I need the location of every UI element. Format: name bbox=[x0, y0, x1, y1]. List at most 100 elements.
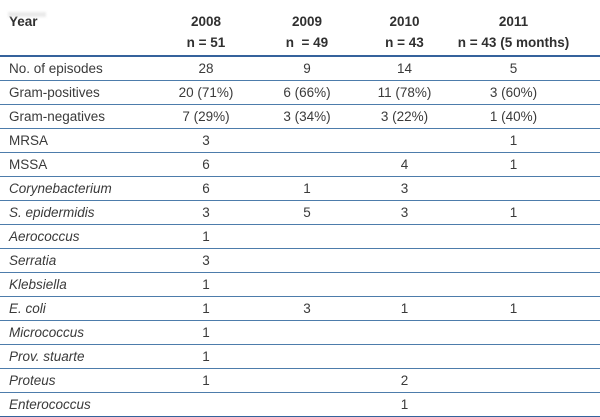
row-label: Corynebacterium bbox=[0, 176, 150, 201]
table-row: Gram-negatives 7 (29%) 3 (34%) 3 (22%) 1 (40… bbox=[0, 104, 600, 129]
value-cell: 6 bbox=[150, 176, 262, 201]
value-cell bbox=[352, 128, 457, 153]
column-header-2011: 2011 n = 43 (5 months) bbox=[457, 0, 600, 57]
table-row: Corynebacterium 6 1 3 bbox=[0, 176, 600, 201]
value-cell bbox=[457, 248, 600, 273]
value-cell bbox=[352, 248, 457, 273]
header-row: Year 2008 n = 51 2009 n = 49 2010 n = 43… bbox=[0, 0, 600, 57]
value-cell: 1 bbox=[457, 200, 600, 225]
value-cell bbox=[457, 224, 600, 249]
value-cell: 1 bbox=[150, 224, 262, 249]
value-cell bbox=[352, 320, 457, 345]
value-cell: 28 bbox=[150, 56, 262, 81]
value-cell bbox=[262, 344, 352, 369]
row-label: Proteus bbox=[0, 368, 150, 393]
value-cell bbox=[457, 272, 600, 297]
column-header-2008: 2008 n = 51 bbox=[150, 0, 262, 57]
row-label: Klebsiella bbox=[0, 272, 150, 297]
value-cell: 1 bbox=[150, 320, 262, 345]
value-cell bbox=[457, 176, 600, 201]
value-cell: 5 bbox=[262, 200, 352, 225]
table-row: MSSA 6 4 1 bbox=[0, 152, 600, 177]
year-2010-label: 2010 bbox=[389, 14, 420, 29]
n-2009-label: n = 49 bbox=[285, 35, 329, 50]
year-2008-label: 2008 bbox=[190, 14, 222, 29]
value-cell: 1 bbox=[150, 344, 262, 369]
value-cell bbox=[262, 368, 352, 393]
value-cell bbox=[457, 392, 600, 417]
value-cell bbox=[262, 320, 352, 345]
value-cell: 3 (22%) bbox=[352, 104, 457, 129]
value-cell: 3 bbox=[352, 200, 457, 225]
value-cell: 2 bbox=[352, 368, 457, 393]
table-body: No. of episodes 28 9 14 5 Gram-positives 20 (7… bbox=[0, 56, 600, 417]
value-cell: 3 (34%) bbox=[262, 104, 352, 129]
row-label: MSSA bbox=[0, 152, 150, 177]
column-header-2010: 2010 n = 43 bbox=[352, 0, 457, 57]
value-cell bbox=[262, 152, 352, 177]
row-label: S. epidermidis bbox=[0, 200, 150, 225]
value-cell bbox=[457, 344, 600, 369]
value-cell: 9 bbox=[262, 56, 352, 81]
value-cell: 6 bbox=[150, 152, 262, 177]
table-row: MRSA 3 1 bbox=[0, 128, 600, 153]
row-label: Gram-positives bbox=[0, 80, 150, 105]
value-cell: 6 (66%) bbox=[262, 80, 352, 105]
value-cell: 1 bbox=[150, 272, 262, 297]
value-cell: 4 bbox=[352, 152, 457, 177]
row-label: E. coli bbox=[0, 296, 150, 321]
value-cell bbox=[457, 320, 600, 345]
table-row: No. of episodes 28 9 14 5 bbox=[0, 56, 600, 81]
row-label: Aerococcus bbox=[0, 224, 150, 249]
table-row: Serratia 3 bbox=[0, 248, 600, 273]
year-2009-label: 2009 bbox=[291, 14, 323, 29]
value-cell: 3 bbox=[150, 248, 262, 273]
table-row: Micrococcus 1 bbox=[0, 320, 600, 345]
value-cell: 14 bbox=[352, 56, 457, 81]
value-cell: 5 bbox=[457, 56, 600, 81]
year-2011-label: 2011 bbox=[498, 14, 529, 29]
table-row: Aerococcus 1 bbox=[0, 224, 600, 249]
row-label: No. of episodes bbox=[0, 56, 150, 81]
row-label: Enterococcus bbox=[0, 392, 150, 417]
value-cell: 3 bbox=[150, 200, 262, 225]
value-cell: 1 bbox=[457, 128, 600, 153]
value-cell: 20 (71%) bbox=[150, 80, 262, 105]
value-cell: 3 bbox=[262, 296, 352, 321]
value-cell: 1 bbox=[457, 296, 600, 321]
n-2011-label: n = 43 (5 months) bbox=[457, 35, 570, 50]
value-cell: 3 (60%) bbox=[457, 80, 600, 105]
value-cell: 1 bbox=[352, 296, 457, 321]
value-cell bbox=[262, 272, 352, 297]
value-cell bbox=[150, 392, 262, 417]
year-corner-cell: Year bbox=[0, 0, 150, 57]
value-cell: 3 bbox=[150, 128, 262, 153]
table-row: E. coli 1 3 1 1 bbox=[0, 296, 600, 321]
value-cell: 1 bbox=[262, 176, 352, 201]
value-cell bbox=[352, 344, 457, 369]
table-row: Klebsiella 1 bbox=[0, 272, 600, 297]
value-cell: 1 bbox=[150, 296, 262, 321]
table-header: Year 2008 n = 51 2009 n = 49 2010 n = 43… bbox=[0, 0, 600, 57]
table-row: S. epidermidis 3 5 3 1 bbox=[0, 200, 600, 225]
row-label: Prov. stuarte bbox=[0, 344, 150, 369]
value-cell bbox=[352, 272, 457, 297]
value-cell bbox=[262, 224, 352, 249]
value-cell bbox=[352, 224, 457, 249]
table-row: Enterococcus 1 bbox=[0, 392, 600, 417]
faint-print-artifact bbox=[8, 12, 46, 17]
row-label: Gram-negatives bbox=[0, 104, 150, 129]
row-label: Serratia bbox=[0, 248, 150, 273]
n-2010-label: n = 43 bbox=[385, 35, 424, 50]
value-cell: 3 bbox=[352, 176, 457, 201]
value-cell: 1 (40%) bbox=[457, 104, 600, 129]
column-header-2009: 2009 n = 49 bbox=[262, 0, 352, 57]
row-label: MRSA bbox=[0, 128, 150, 153]
value-cell bbox=[262, 392, 352, 417]
value-cell: 1 bbox=[457, 152, 600, 177]
n-2008-label: n = 51 bbox=[186, 35, 226, 50]
year-label: Year bbox=[9, 14, 38, 29]
table-row: Proteus 1 2 bbox=[0, 368, 600, 393]
value-cell: 11 (78%) bbox=[352, 80, 457, 105]
